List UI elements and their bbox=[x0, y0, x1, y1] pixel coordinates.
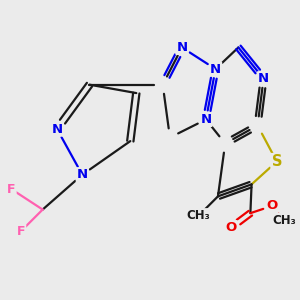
Text: O: O bbox=[266, 200, 278, 212]
Text: N: N bbox=[200, 113, 211, 126]
Text: O: O bbox=[226, 221, 237, 234]
Text: F: F bbox=[7, 183, 16, 196]
Text: S: S bbox=[272, 154, 282, 169]
Text: CH₃: CH₃ bbox=[272, 214, 296, 227]
Text: N: N bbox=[77, 168, 88, 181]
Text: CH₃: CH₃ bbox=[187, 209, 211, 222]
Text: N: N bbox=[52, 123, 63, 136]
Text: N: N bbox=[258, 72, 269, 85]
Text: N: N bbox=[176, 41, 188, 54]
Text: N: N bbox=[210, 63, 221, 76]
Text: F: F bbox=[17, 225, 25, 238]
